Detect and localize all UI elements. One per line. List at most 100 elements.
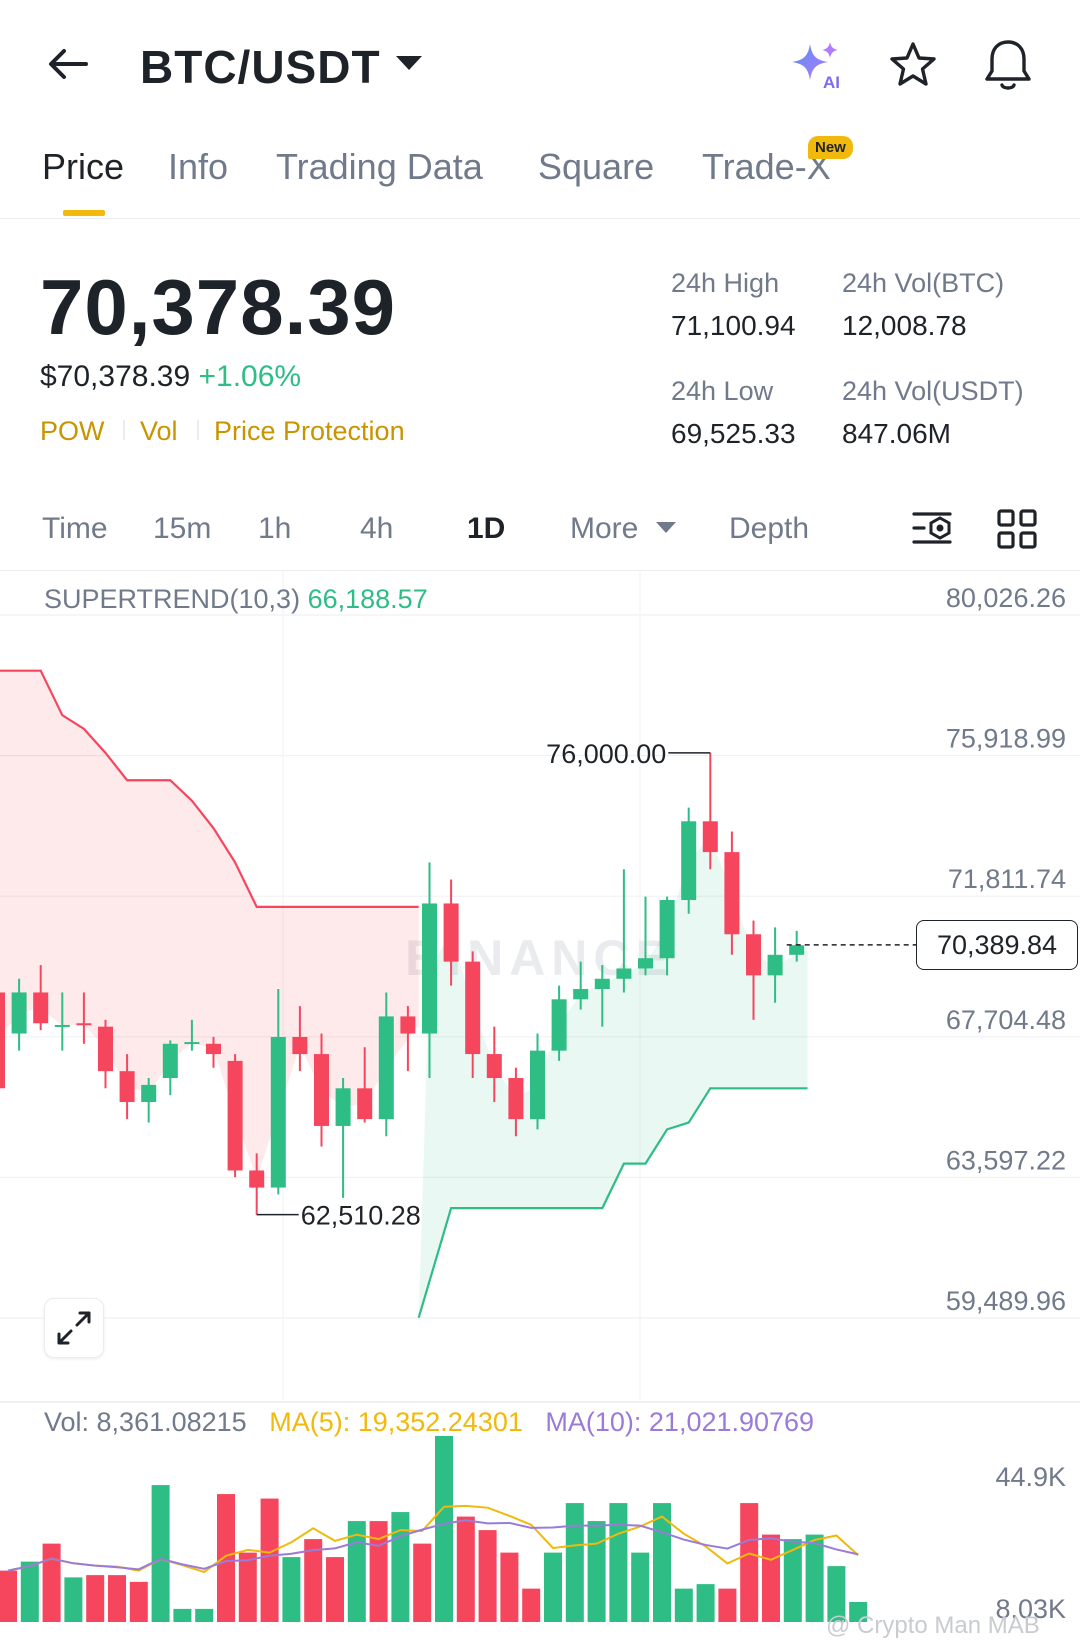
- volume-bar: [326, 1557, 344, 1622]
- interval-15m[interactable]: 15m: [153, 512, 212, 545]
- candle-body: [508, 1078, 524, 1120]
- volume-ma5-line: [7, 1504, 859, 1574]
- candle-body: [314, 1054, 329, 1126]
- candle: [486, 1026, 502, 1102]
- star-icon[interactable]: [888, 40, 938, 90]
- volume-bar: [740, 1503, 759, 1622]
- candle-body: [0, 992, 5, 1089]
- interval-4h[interactable]: 4h: [360, 512, 394, 545]
- candle-body: [486, 1054, 502, 1079]
- volume-ma10-line: [7, 1519, 859, 1572]
- stat-24h-low-label: 24h Low: [671, 376, 774, 406]
- interval-1d[interactable]: 1D: [467, 512, 506, 545]
- candle-body: [76, 1023, 92, 1026]
- interval-more[interactable]: More: [570, 512, 639, 545]
- candle: [249, 1153, 265, 1215]
- candle: [378, 992, 394, 1137]
- candle-body: [162, 1043, 178, 1079]
- candle-body: [789, 945, 805, 955]
- stat-24h-low-value: 69,525.33: [671, 418, 796, 449]
- tag-price-protection[interactable]: Price Protection: [214, 416, 405, 446]
- chart-settings-icon[interactable]: [910, 508, 956, 550]
- candle: [443, 879, 459, 986]
- stat-24h-vol-btc-value: 12,008.78: [842, 310, 967, 341]
- volume-bar: [0, 1570, 17, 1622]
- interval-time[interactable]: Time: [42, 512, 108, 545]
- candle-body: [335, 1088, 351, 1126]
- usd-price-line: $70,378.39 +1.06%: [40, 360, 301, 394]
- volume-ma5-label: MA(5): 19,352.24301: [269, 1407, 523, 1437]
- tabs-divider: [0, 218, 1080, 219]
- stat-24h-vol-btc-label: 24h Vol(BTC): [842, 268, 1005, 298]
- ai-badge-text: AI: [823, 73, 840, 92]
- candle-body: [616, 968, 632, 979]
- grid-layout-icon[interactable]: [996, 508, 1038, 550]
- supertrend-label: SUPERTREND(10,3) 66,188.57: [44, 584, 428, 615]
- volume-bar: [522, 1588, 541, 1622]
- candle: [33, 965, 49, 1031]
- candle: [141, 1078, 157, 1123]
- pair-dropdown-caret-icon[interactable]: [396, 56, 422, 70]
- volume-bar: [609, 1503, 628, 1622]
- interval-1h[interactable]: 1h: [258, 512, 292, 545]
- pair-title[interactable]: BTC/USDT: [140, 41, 381, 93]
- volume-bar: [805, 1534, 824, 1622]
- supertrend-down-line: [0, 669, 419, 908]
- tag-vol[interactable]: Vol: [140, 416, 178, 446]
- tab-info[interactable]: Info: [168, 146, 229, 187]
- volume-bar: [849, 1602, 868, 1622]
- candle-body: [422, 903, 437, 1034]
- volume-bar: [456, 1516, 475, 1622]
- candle-body: [530, 1050, 545, 1120]
- candle-body: [33, 992, 49, 1024]
- volume-bar: [282, 1557, 301, 1622]
- tag-pow[interactable]: POW: [40, 416, 105, 446]
- candle-body: [443, 903, 459, 962]
- volume-bar: [42, 1543, 61, 1622]
- candle: [0, 992, 5, 1089]
- candle: [11, 978, 27, 1051]
- candle-body: [98, 1026, 113, 1072]
- interval-depth[interactable]: Depth: [729, 512, 810, 545]
- current-price-label: 70,389.84: [916, 919, 1078, 970]
- stat-24h-high-label: 24h High: [671, 268, 780, 298]
- candle-body: [400, 1016, 416, 1034]
- candle-body: [767, 954, 783, 976]
- stat-24h-vol-usdt-value: 847.06M: [842, 418, 951, 449]
- y-axis-tick-label: 59,489.96: [946, 1286, 1066, 1316]
- tab-price[interactable]: Price: [42, 146, 125, 187]
- ai-sparkle-icon[interactable]: AI: [790, 38, 846, 94]
- candle-body: [724, 852, 740, 935]
- candle-body: [227, 1060, 243, 1171]
- volume-bar: [108, 1575, 126, 1622]
- interval-divider: [0, 570, 1080, 571]
- more-caret-icon[interactable]: [656, 522, 676, 533]
- candle: [724, 831, 740, 955]
- supertrend-up-fill: [418, 836, 808, 1318]
- candle: [422, 862, 437, 1079]
- tab-square[interactable]: Square: [538, 146, 655, 187]
- tag-separator: [197, 420, 199, 440]
- volume-bar: [64, 1577, 83, 1622]
- expand-chart-button[interactable]: [44, 1298, 104, 1358]
- candle: [594, 965, 610, 1027]
- candle-body: [184, 1042, 200, 1045]
- volume-bar: [260, 1498, 279, 1622]
- bell-icon[interactable]: [982, 38, 1034, 92]
- candle-body: [573, 989, 589, 1000]
- y-axis-tick-label: 80,026.26: [946, 583, 1066, 613]
- candle-body: [249, 1170, 265, 1188]
- candle: [530, 1033, 545, 1130]
- volume-bar: [20, 1561, 39, 1622]
- volume-bar: [304, 1539, 323, 1622]
- expand-icon: [57, 1311, 91, 1345]
- back-arrow-icon[interactable]: [44, 40, 92, 88]
- candle: [551, 985, 567, 1061]
- stat-24h-high-value: 71,100.94: [671, 310, 796, 341]
- candle: [292, 1006, 308, 1072]
- volume-bar: [827, 1566, 846, 1622]
- volume-bar: [347, 1521, 366, 1622]
- volume-bar: [391, 1512, 410, 1622]
- tab-trading-data[interactable]: Trading Data: [276, 146, 483, 187]
